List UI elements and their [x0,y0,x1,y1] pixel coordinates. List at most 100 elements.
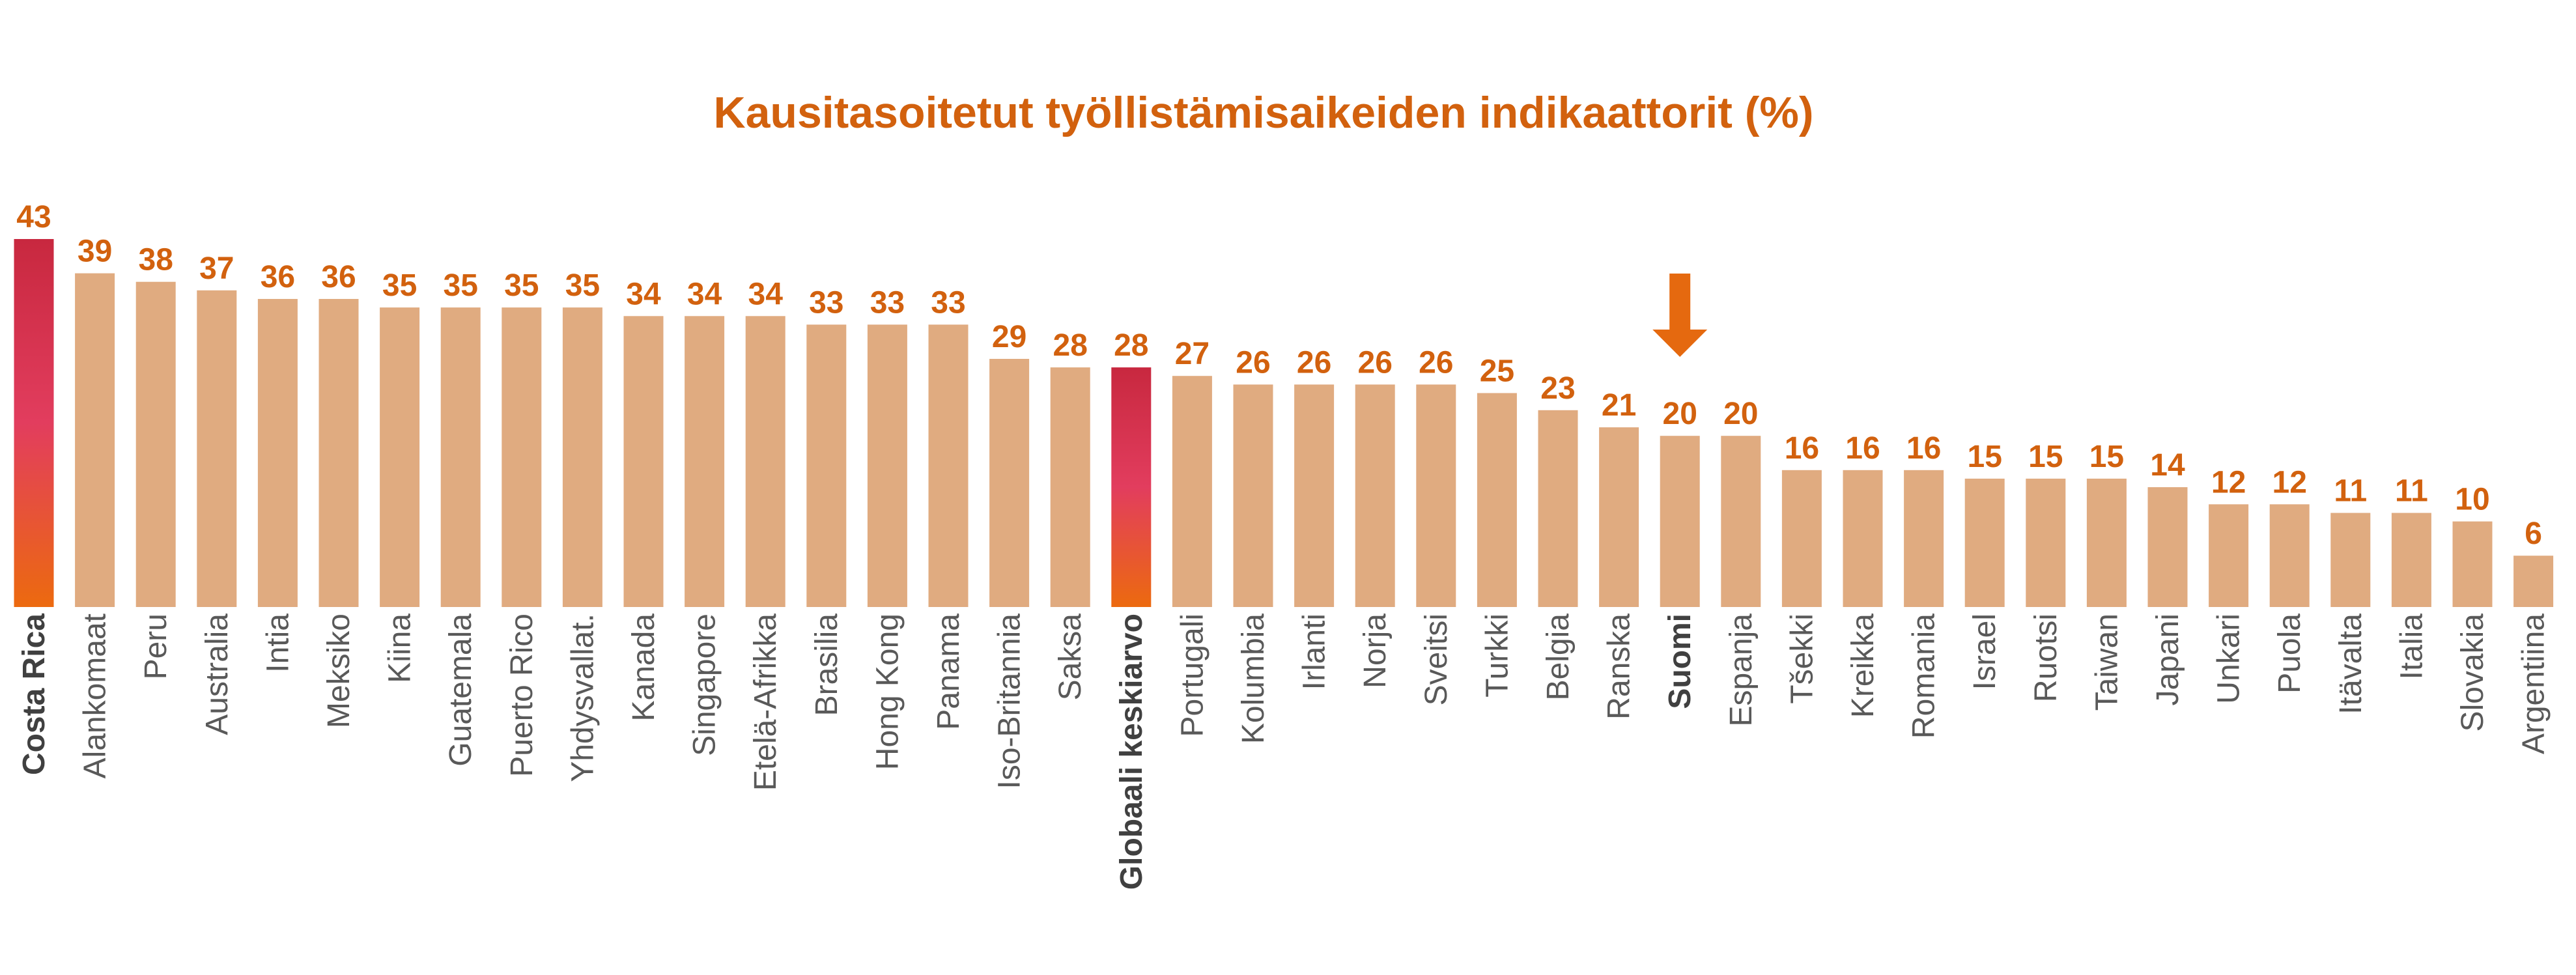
bar-29 [1781,470,1822,607]
category-label-6: Kiina [383,614,418,683]
category-label-34: Taiwan [2089,614,2124,711]
value-label-13: 33 [809,285,843,320]
bar-32 [1964,478,2005,607]
bar-38 [2330,513,2371,607]
bar-18 [1111,367,1152,607]
value-label-10: 34 [626,277,661,311]
bar-31 [1904,470,1944,607]
category-label-26: Ranska [1602,614,1637,720]
bar-16 [989,359,1030,607]
category-label-11: Singapore [688,614,722,756]
value-label-30: 16 [1845,431,1880,466]
arrow-marker-group [1652,274,1708,357]
bar-6 [380,307,420,607]
value-label-17: 28 [1053,328,1088,363]
category-label-21: Irlanti [1297,614,1332,690]
value-label-1: 39 [78,234,112,269]
category-label-33: Ruotsi [2029,614,2063,702]
category-label-12: Etelä-Afrikka [748,614,783,791]
bar-20 [1233,384,1273,607]
category-label-13: Brasilia [810,614,844,716]
category-label-1: Alankomaat [78,614,113,778]
bar-40 [2452,521,2493,607]
category-label-15: Panama [931,614,966,730]
bar-4 [257,299,298,607]
bar-37 [2269,504,2310,607]
bar-0 [14,239,54,607]
bar-33 [2026,478,2066,607]
category-label-29: Tšekki [1785,614,1819,704]
value-label-8: 35 [504,268,539,303]
value-label-7: 35 [444,268,478,303]
value-label-32: 15 [1968,440,2002,474]
value-label-36: 12 [2211,465,2246,500]
value-label-0: 43 [16,200,51,234]
bar-9 [562,307,602,607]
category-label-31: Romania [1907,614,1942,739]
category-label-39: Italia [2394,614,2429,680]
bar-34 [2086,478,2127,607]
bar-35 [2147,487,2188,607]
category-label-38: Itävalta [2334,614,2368,714]
bar-41 [2513,556,2554,607]
category-label-23: Sveitsi [1419,614,1454,705]
value-label-9: 35 [565,268,600,303]
category-label-10: Kanada [627,614,661,722]
value-label-34: 15 [2089,440,2124,474]
bars-group [14,239,2554,608]
value-label-39: 11 [2395,474,2428,509]
bar-19 [1172,376,1212,607]
bar-3 [197,290,237,607]
value-label-27: 20 [1663,397,1697,431]
bar-7 [440,307,481,607]
bar-2 [135,281,176,607]
value-label-29: 16 [1785,431,1819,466]
bar-24 [1477,393,1517,607]
bar-14 [867,324,907,607]
bar-13 [806,324,847,607]
bar-11 [685,316,725,607]
category-labels-group: Costa Rica Alankomaat Peru Australia Intia Me… [17,614,2551,890]
bar-30 [1843,470,1883,607]
category-label-3: Australia [200,614,234,735]
category-label-36: Unkari [2212,614,2246,704]
value-label-18: 28 [1114,328,1148,363]
bar-12 [745,316,786,607]
value-label-35: 14 [2150,448,2185,483]
value-label-31: 16 [1906,431,1941,466]
category-label-7: Guatemala [444,614,478,767]
category-label-5: Meksiko [322,614,356,728]
category-label-28: Espanja [1724,614,1759,727]
category-label-8: Puerto Rico [505,614,539,777]
bar-26 [1599,427,1639,607]
category-label-17: Saksa [1053,614,1088,701]
category-label-2: Peru [139,614,173,679]
category-label-0: Costa Rica [17,614,51,775]
category-label-19: Portugali [1175,614,1210,737]
value-label-12: 34 [748,277,784,311]
value-label-37: 12 [2272,465,2307,500]
value-label-40: 10 [2455,483,2489,517]
value-label-38: 11 [2334,474,2367,509]
bar-17 [1050,367,1090,607]
value-label-21: 26 [1297,345,1331,380]
value-label-4: 36 [261,260,295,294]
category-label-35: Japani [2151,614,2185,705]
bar-10 [623,316,664,607]
category-label-37: Puola [2272,614,2307,694]
category-label-4: Intia [261,614,295,673]
category-label-20: Kolumbia [1236,614,1271,744]
category-label-16: Iso-Britannia [993,614,1027,789]
category-label-40: Slovakia [2456,614,2490,732]
value-label-6: 35 [382,268,417,303]
down-arrow-icon [1652,274,1708,357]
bar-1 [75,273,115,608]
bar-15 [928,324,969,607]
bar-27 [1660,436,1700,607]
value-label-15: 33 [931,285,965,320]
value-label-20: 26 [1236,345,1270,380]
value-label-23: 26 [1419,345,1453,380]
value-label-16: 29 [992,320,1026,354]
bar-23 [1416,384,1456,607]
